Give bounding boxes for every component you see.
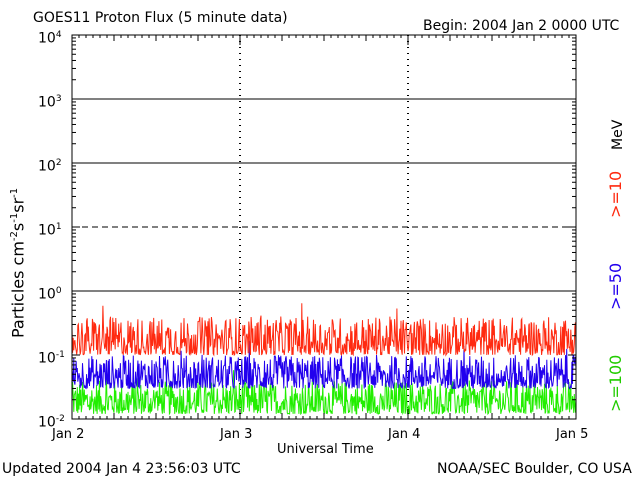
x-tick-label: Jan 2 (52, 427, 85, 442)
y-tick-label: 100 (38, 286, 62, 303)
legend-ge10: >=10 (606, 170, 625, 218)
frame-layer (71, 34, 577, 420)
series-layer (71, 303, 577, 416)
series-line (71, 340, 577, 390)
source-credit: NOAA/SEC Boulder, CO USA (437, 461, 632, 477)
y-tick-label: 102 (38, 158, 62, 175)
begin-timestamp: Begin: 2004 Jan 2 0000 UTC (423, 18, 620, 34)
series-line (71, 370, 577, 416)
x-tick-label: Jan 3 (220, 427, 253, 442)
legend-ge100: >=100 (606, 354, 625, 412)
y-tick-label: 103 (38, 94, 62, 111)
x-tick-label: Jan 5 (556, 427, 589, 442)
y-tick-label: 101 (38, 222, 62, 239)
right-axis-unit-mev: MeV (610, 119, 626, 150)
y-tick-label: 10-2 (38, 414, 65, 431)
y-tick-label: 104 (38, 30, 62, 47)
x-tick-label: Jan 4 (388, 427, 421, 442)
updated-timestamp: Updated 2004 Jan 4 23:56:03 UTC (2, 461, 241, 477)
y-axis-label: Particles cm-2s-1sr-1 (8, 187, 28, 338)
grid-layer (72, 35, 576, 419)
series-line (71, 303, 577, 357)
y-tick-label: 10-1 (38, 350, 65, 367)
chart-title: GOES11 Proton Flux (5 minute data) (33, 10, 288, 26)
legend-ge50: >=50 (606, 262, 625, 310)
x-axis-label: Universal Time (277, 442, 374, 457)
